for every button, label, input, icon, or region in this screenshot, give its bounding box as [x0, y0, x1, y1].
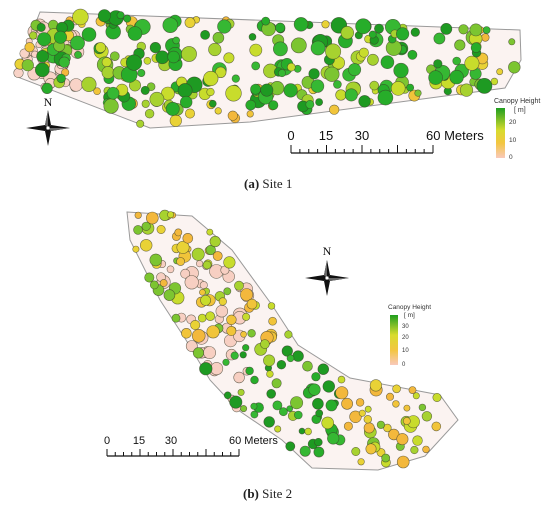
site2-scale-label-60: 60 Meters	[229, 435, 278, 447]
site2-legend-value-20: 20	[402, 335, 409, 341]
site2-scale-label-30: 30	[165, 435, 177, 447]
site2-caption-letter: (b)	[243, 486, 259, 501]
site2-legend-value-10: 10	[402, 348, 409, 354]
site2-caption-text: Site 2	[262, 486, 293, 501]
site1-legend-colorbar	[496, 108, 505, 158]
site2-legend-title: Canopy Height	[388, 304, 431, 311]
site1-legend-value-high: 20	[509, 119, 517, 126]
site2-scale-label-15: 15	[133, 435, 145, 447]
site1-legend-title: Canopy Height	[494, 98, 540, 105]
site2-north-arrow	[305, 260, 349, 296]
site2-legend-value-0: 0	[402, 362, 406, 368]
site1-scale-label-30: 30	[355, 128, 369, 143]
site1-tree-crowns	[13, 8, 521, 128]
site1-caption-letter: (a)	[244, 176, 260, 191]
site1-legend-unit: [ m]	[514, 107, 526, 114]
site2-caption: (b) Site 2	[243, 486, 292, 502]
site2-north-label: N	[323, 244, 332, 258]
site2-legend: Canopy Height [ m] 30 20 10 0	[388, 304, 431, 368]
site2-legend-value-30: 30	[402, 324, 409, 330]
site1-scale-label-60: 60 Meters	[426, 128, 484, 143]
site1-north-arrow	[26, 110, 70, 146]
site1-legend-value-low: 0	[509, 154, 513, 161]
site1-scale-label-0: 0	[287, 128, 294, 143]
site2-scale-bar: 0 15 30 60 Meters	[104, 435, 278, 457]
site1-north-label: N	[44, 95, 53, 109]
site1-legend: Canopy Height [ m] 20 10 0	[494, 98, 540, 161]
site1-legend-value-mid: 10	[509, 137, 517, 144]
site2-scale-label-0: 0	[104, 435, 110, 447]
site2-tree-crowns	[132, 209, 442, 469]
site1-scale-label-15: 15	[319, 128, 333, 143]
site2-map	[126, 209, 459, 471]
site1-caption: (a) Site 1	[244, 176, 292, 192]
site1-scale-bar: 0 15 30 60 Meters	[287, 128, 484, 154]
site2-legend-colorbar	[390, 315, 398, 365]
site2-legend-unit: [ m]	[404, 312, 415, 319]
site1-caption-text: Site 1	[262, 176, 293, 191]
site1-map	[13, 8, 522, 129]
